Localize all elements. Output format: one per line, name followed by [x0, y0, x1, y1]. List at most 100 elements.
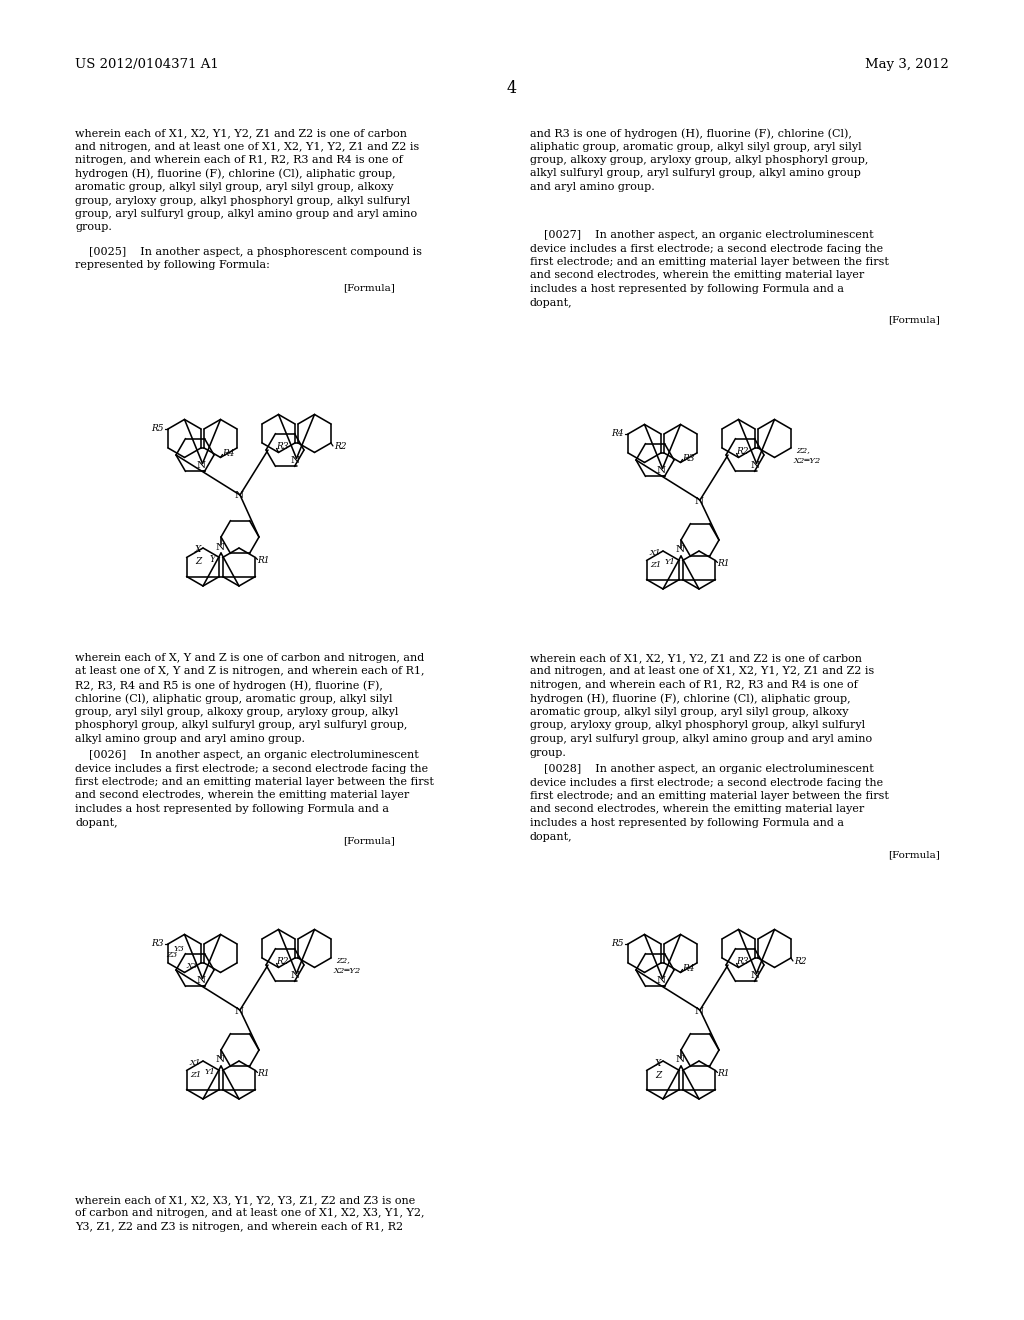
Text: R2: R2	[794, 957, 807, 966]
Text: US 2012/0104371 A1: US 2012/0104371 A1	[75, 58, 219, 71]
Text: X1: X1	[189, 1059, 201, 1067]
Text: R4: R4	[611, 429, 624, 438]
Text: Y1: Y1	[205, 1068, 215, 1077]
Text: Y1: Y1	[665, 558, 676, 566]
Text: wherein each of X1, X2, X3, Y1, Y2, Y3, Z1, Z2 and Z3 is one: wherein each of X1, X2, X3, Y1, Y2, Y3, …	[75, 1195, 416, 1205]
Text: X: X	[195, 545, 201, 554]
Text: [0028]    In another aspect, an organic electroluminescent: [0028] In another aspect, an organic ele…	[530, 764, 873, 774]
Text: at least one of X, Y and Z is nitrogen, and wherein each of R1,: at least one of X, Y and Z is nitrogen, …	[75, 667, 425, 676]
Text: group, aryloxy group, alkyl phosphoryl group, alkyl sulfuryl: group, aryloxy group, alkyl phosphoryl g…	[75, 195, 411, 206]
Text: and second electrodes, wherein the emitting material layer: and second electrodes, wherein the emitt…	[75, 791, 410, 800]
Text: N: N	[676, 545, 685, 554]
Text: N: N	[291, 972, 300, 979]
Text: hydrogen (H), fluorine (F), chlorine (Cl), aliphatic group,: hydrogen (H), fluorine (F), chlorine (Cl…	[530, 693, 851, 704]
Text: Y3, Z1, Z2 and Z3 is nitrogen, and wherein each of R1, R2: Y3, Z1, Z2 and Z3 is nitrogen, and where…	[75, 1222, 403, 1232]
Text: 4: 4	[507, 81, 517, 96]
Text: first electrode; and an emitting material layer between the first: first electrode; and an emitting materia…	[75, 777, 434, 787]
Text: chlorine (Cl), aliphatic group, aromatic group, alkyl silyl: chlorine (Cl), aliphatic group, aromatic…	[75, 693, 392, 704]
Text: R1: R1	[718, 1069, 730, 1078]
Text: R4: R4	[683, 964, 695, 973]
Text: and aryl amino group.: and aryl amino group.	[530, 182, 654, 191]
Text: X2═Y2: X2═Y2	[794, 457, 821, 465]
Text: hydrogen (H), fluorine (F), chlorine (Cl), aliphatic group,: hydrogen (H), fluorine (F), chlorine (Cl…	[75, 169, 395, 180]
Text: N: N	[197, 461, 206, 470]
Text: aromatic group, alkyl silyl group, aryl silyl group, alkoxy: aromatic group, alkyl silyl group, aryl …	[75, 182, 393, 191]
Text: X: X	[654, 1059, 662, 1068]
Text: N: N	[215, 543, 224, 552]
Text: group, aryl sulfuryl group, alkyl amino group and aryl amino: group, aryl sulfuryl group, alkyl amino …	[75, 209, 417, 219]
Text: R1: R1	[718, 558, 730, 568]
Text: N: N	[234, 491, 244, 500]
Text: [0026]    In another aspect, an organic electroluminescent: [0026] In another aspect, an organic ele…	[75, 750, 419, 760]
Text: aliphatic group, aromatic group, alkyl silyl group, aryl silyl: aliphatic group, aromatic group, alkyl s…	[530, 141, 861, 152]
Text: group, aryl sulfuryl group, alkyl amino group and aryl amino: group, aryl sulfuryl group, alkyl amino …	[530, 734, 872, 744]
Text: includes a host represented by following Formula and a: includes a host represented by following…	[75, 804, 389, 814]
Text: includes a host represented by following Formula and a: includes a host represented by following…	[530, 818, 844, 828]
Text: R3: R3	[152, 940, 164, 949]
Text: [Formula]: [Formula]	[343, 836, 395, 845]
Text: R2: R2	[334, 442, 346, 451]
Text: device includes a first electrode; a second electrode facing the: device includes a first electrode; a sec…	[530, 777, 883, 788]
Text: R3: R3	[736, 957, 749, 966]
Text: N: N	[676, 1056, 685, 1064]
Text: phosphoryl group, alkyl sulfuryl group, aryl sulfuryl group,: phosphoryl group, alkyl sulfuryl group, …	[75, 721, 408, 730]
Text: wherein each of X, Y and Z is one of carbon and nitrogen, and: wherein each of X, Y and Z is one of car…	[75, 653, 424, 663]
Text: wherein each of X1, X2, Y1, Y2, Z1 and Z2 is one of carbon: wherein each of X1, X2, Y1, Y2, Z1 and Z…	[530, 653, 862, 663]
Text: R2, R3, R4 and R5 is one of hydrogen (H), fluorine (F),: R2, R3, R4 and R5 is one of hydrogen (H)…	[75, 680, 383, 690]
Text: includes a host represented by following Formula and a: includes a host represented by following…	[530, 284, 844, 294]
Text: alkyl sulfuryl group, aryl sulfuryl group, alkyl amino group: alkyl sulfuryl group, aryl sulfuryl grou…	[530, 169, 861, 178]
Text: Z: Z	[654, 1071, 662, 1080]
Text: N: N	[751, 972, 760, 979]
Text: Z: Z	[195, 557, 201, 566]
Text: N: N	[657, 466, 666, 475]
Text: R1: R1	[257, 556, 270, 565]
Text: first electrode; and an emitting material layer between the first: first electrode; and an emitting materia…	[530, 257, 889, 267]
Text: Z2,: Z2,	[336, 956, 350, 964]
Text: X1: X1	[649, 549, 662, 557]
Text: dopant,: dopant,	[530, 832, 572, 842]
Text: N: N	[215, 1056, 224, 1064]
Text: device includes a first electrode; a second electrode facing the: device includes a first electrode; a sec…	[75, 763, 428, 774]
Text: N: N	[694, 1006, 703, 1015]
Text: and second electrodes, wherein the emitting material layer: and second electrodes, wherein the emitt…	[530, 271, 864, 281]
Text: X2═Y2: X2═Y2	[334, 968, 361, 975]
Text: group.: group.	[530, 747, 567, 758]
Text: and nitrogen, and at least one of X1, X2, Y1, Y2, Z1 and Z2 is: and nitrogen, and at least one of X1, X2…	[75, 141, 419, 152]
Text: R2: R2	[736, 447, 749, 455]
Text: N: N	[657, 975, 666, 985]
Text: Y: Y	[210, 554, 215, 564]
Text: represented by following Formula:: represented by following Formula:	[75, 260, 270, 271]
Text: X3: X3	[186, 962, 198, 970]
Text: R4: R4	[222, 449, 234, 458]
Text: and second electrodes, wherein the emitting material layer: and second electrodes, wherein the emitt…	[530, 804, 864, 814]
Text: and R3 is one of hydrogen (H), fluorine (F), chlorine (Cl),: and R3 is one of hydrogen (H), fluorine …	[530, 128, 852, 139]
Text: N: N	[291, 455, 300, 465]
Text: nitrogen, and wherein each of R1, R2, R3 and R4 is one of: nitrogen, and wherein each of R1, R2, R3…	[75, 154, 402, 165]
Text: N: N	[751, 461, 760, 470]
Text: R3: R3	[276, 442, 289, 451]
Text: group, aryloxy group, alkyl phosphoryl group, alkyl sulfuryl: group, aryloxy group, alkyl phosphoryl g…	[530, 721, 865, 730]
Text: device includes a first electrode; a second electrode facing the: device includes a first electrode; a sec…	[530, 243, 883, 253]
Text: Z3: Z3	[166, 950, 177, 958]
Text: R5: R5	[611, 940, 624, 949]
Text: Z1: Z1	[189, 1071, 201, 1078]
Text: group, alkoxy group, aryloxy group, alkyl phosphoryl group,: group, alkoxy group, aryloxy group, alky…	[530, 154, 868, 165]
Text: nitrogen, and wherein each of R1, R2, R3 and R4 is one of: nitrogen, and wherein each of R1, R2, R3…	[530, 680, 858, 690]
Text: of carbon and nitrogen, and at least one of X1, X2, X3, Y1, Y2,: of carbon and nitrogen, and at least one…	[75, 1209, 425, 1218]
Text: group, aryl silyl group, alkoxy group, aryloxy group, alkyl: group, aryl silyl group, alkoxy group, a…	[75, 708, 398, 717]
Text: Y3: Y3	[174, 945, 185, 953]
Text: [Formula]: [Formula]	[888, 850, 940, 859]
Text: R3: R3	[683, 454, 695, 463]
Text: [0027]    In another aspect, an organic electroluminescent: [0027] In another aspect, an organic ele…	[530, 230, 873, 240]
Text: alkyl amino group and aryl amino group.: alkyl amino group and aryl amino group.	[75, 734, 305, 744]
Text: wherein each of X1, X2, Y1, Y2, Z1 and Z2 is one of carbon: wherein each of X1, X2, Y1, Y2, Z1 and Z…	[75, 128, 407, 139]
Text: N: N	[197, 975, 206, 985]
Text: [Formula]: [Formula]	[343, 282, 395, 292]
Text: aromatic group, alkyl silyl group, aryl silyl group, alkoxy: aromatic group, alkyl silyl group, aryl …	[530, 708, 849, 717]
Text: dopant,: dopant,	[75, 817, 118, 828]
Text: [0025]    In another aspect, a phosphorescent compound is: [0025] In another aspect, a phosphoresce…	[75, 247, 422, 257]
Text: R5: R5	[152, 425, 164, 433]
Text: and nitrogen, and at least one of X1, X2, Y1, Y2, Z1 and Z2 is: and nitrogen, and at least one of X1, X2…	[530, 667, 874, 676]
Text: Z1: Z1	[650, 561, 662, 569]
Text: first electrode; and an emitting material layer between the first: first electrode; and an emitting materia…	[530, 791, 889, 801]
